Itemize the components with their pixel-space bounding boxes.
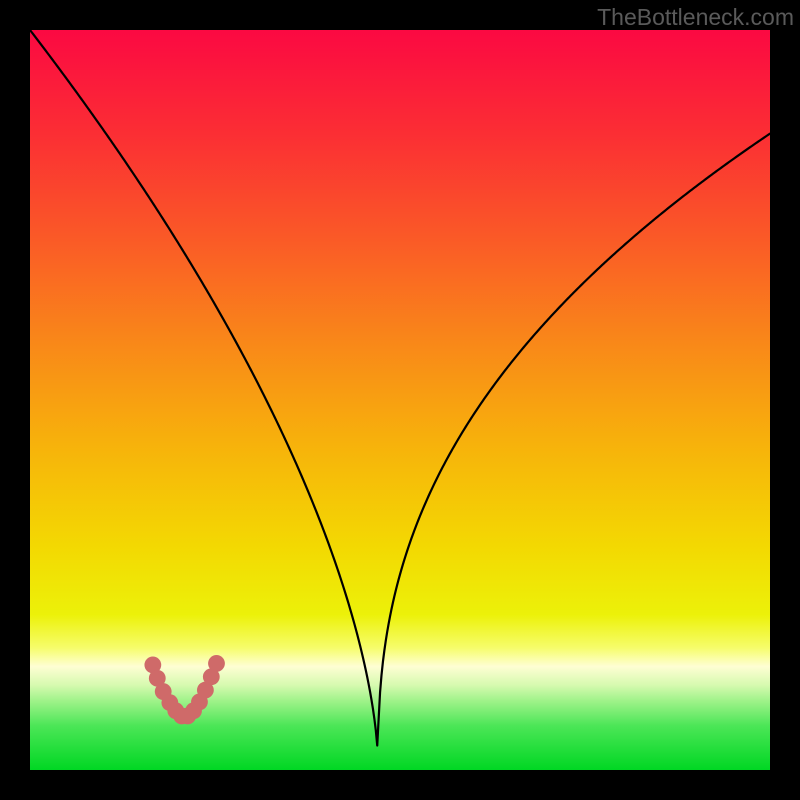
bottleneck-curve-layer — [30, 30, 770, 770]
data-marker — [208, 655, 225, 672]
bottleneck-curve — [30, 30, 770, 746]
data-markers — [144, 655, 224, 724]
watermark-text: TheBottleneck.com — [597, 4, 794, 31]
plot-area — [30, 30, 770, 770]
chart-stage: TheBottleneck.com — [0, 0, 800, 800]
